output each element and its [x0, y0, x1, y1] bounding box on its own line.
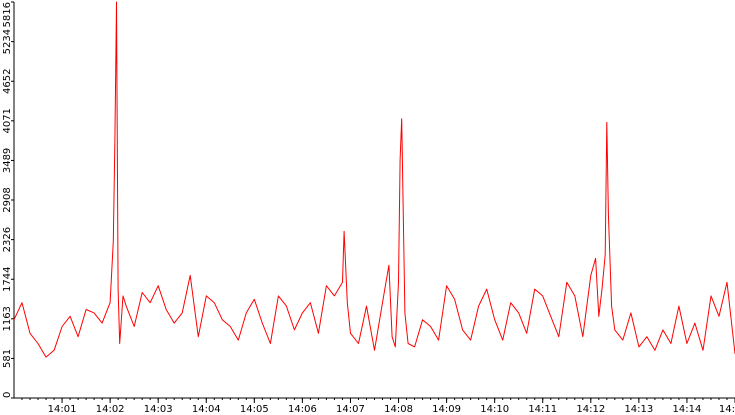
series-line-0 [13, 1, 735, 358]
series-group [13, 1, 735, 358]
y-tick-label: 4071 [2, 108, 13, 133]
x-axis: 14:01 14:02 14:03 14:04 14:05 14:06 14:07 14:08… [14, 397, 735, 415]
x-tick-label: 14:12 [576, 404, 605, 415]
x-tick-label: 14:13 [624, 404, 653, 415]
y-tick-label: 1163 [2, 306, 13, 331]
y-axis: 0 581 1163 1744 2326 2908 3489 4071 4652 5234 5816 [2, 1, 15, 399]
x-tick-label: 14:02 [96, 404, 125, 415]
y-tick-label: 1744 [2, 267, 13, 292]
x-tick-label: 14:06 [288, 404, 317, 415]
x-tick-label: 14:01 [48, 404, 77, 415]
x-tick-label: 14:05 [240, 404, 269, 415]
x-tick-label: 14:07 [336, 404, 365, 415]
y-tick-label: 5816 [2, 2, 13, 27]
y-tick-label: 581 [2, 349, 13, 368]
x-tick-group: 14:01 14:02 14:03 14:04 14:05 14:06 14:07 14:08… [21, 398, 735, 415]
x-tick-label: 14:09 [432, 404, 461, 415]
y-tick-label: 2908 [2, 187, 13, 212]
x-tick-label: 14:11 [528, 404, 557, 415]
y-tick-label: 2326 [2, 227, 13, 252]
x-tick-label: 14:14 [673, 404, 702, 415]
y-tick-label: 3489 [2, 148, 13, 173]
y-tick-label: 5234 [2, 29, 13, 54]
x-tick-label: 14: [719, 404, 735, 415]
x-tick-label: 14:04 [192, 404, 221, 415]
y-tick-label: 4652 [2, 69, 13, 94]
y-tick-label: 0 [2, 392, 13, 398]
x-tick-label: 14:03 [144, 404, 173, 415]
y-tick-group: 0 581 1163 1744 2326 2908 3489 4071 4652 5234 5816 [2, 1, 14, 399]
x-tick-label: 14:10 [480, 404, 509, 415]
x-tick-label: 14:08 [384, 404, 413, 415]
